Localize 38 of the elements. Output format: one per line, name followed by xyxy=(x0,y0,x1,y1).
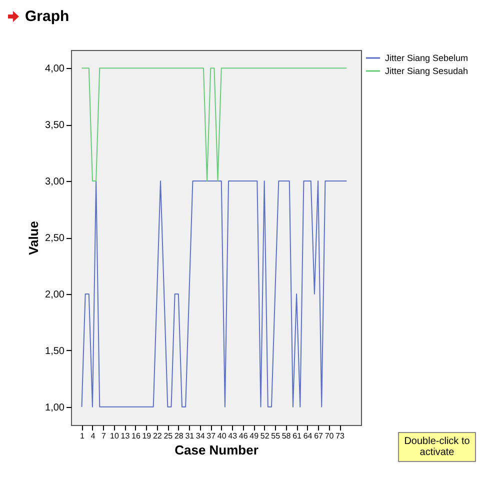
legend-label: Jitter Siang Sebelum xyxy=(385,53,468,63)
x-tick-label: 52 xyxy=(260,432,270,440)
x-tick-label: 16 xyxy=(131,432,141,440)
chart-title: Graph xyxy=(25,8,70,25)
y-tick-label: 1,50 xyxy=(45,346,65,357)
x-tick-label: 61 xyxy=(292,432,302,440)
y-tick-label: 3,50 xyxy=(45,120,65,132)
y-tick-label: 2,50 xyxy=(45,233,65,244)
x-tick-label: 1 xyxy=(80,432,86,440)
x-tick-label: 7 xyxy=(101,432,106,440)
x-tick-label: 37 xyxy=(206,432,216,440)
legend-label: Jitter Siang Sesudah xyxy=(385,66,468,76)
x-tick-label: 58 xyxy=(282,432,292,440)
x-tick-label: 43 xyxy=(228,432,238,440)
x-tick-label: 22 xyxy=(152,432,162,440)
x-tick-label: 10 xyxy=(110,432,120,440)
x-tick-label: 13 xyxy=(120,432,130,440)
x-tick-label: 4 xyxy=(90,432,96,440)
x-tick-label: 25 xyxy=(164,432,174,440)
x-tick-label: 19 xyxy=(142,432,152,440)
x-tick-label: 31 xyxy=(185,432,195,440)
y-tick-label: 4,00 xyxy=(45,64,65,75)
y-tick-label: 1,00 xyxy=(45,402,65,414)
x-tick-label: 55 xyxy=(271,432,281,440)
x-tick-label: 49 xyxy=(250,432,260,440)
x-tick-label: 70 xyxy=(324,432,334,440)
x-tick-label: 73 xyxy=(336,432,346,440)
y-tick-label: 3,00 xyxy=(45,176,65,188)
y-tick-label: 2,00 xyxy=(45,289,65,300)
x-axis-title: Case Number xyxy=(174,442,258,458)
y-axis-title: Value xyxy=(26,221,42,255)
text: Double-click to activate xyxy=(398,432,476,462)
x-tick-label: 67 xyxy=(314,432,324,440)
x-tick-label: 34 xyxy=(196,432,206,440)
x-tick-label: 28 xyxy=(174,432,184,440)
x-tick-label: 46 xyxy=(238,432,248,440)
x-tick-label: 40 xyxy=(217,432,227,440)
x-tick-label: 64 xyxy=(303,432,313,440)
